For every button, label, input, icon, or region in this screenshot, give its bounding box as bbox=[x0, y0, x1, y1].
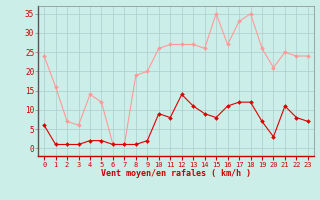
X-axis label: Vent moyen/en rafales ( km/h ): Vent moyen/en rafales ( km/h ) bbox=[101, 169, 251, 178]
